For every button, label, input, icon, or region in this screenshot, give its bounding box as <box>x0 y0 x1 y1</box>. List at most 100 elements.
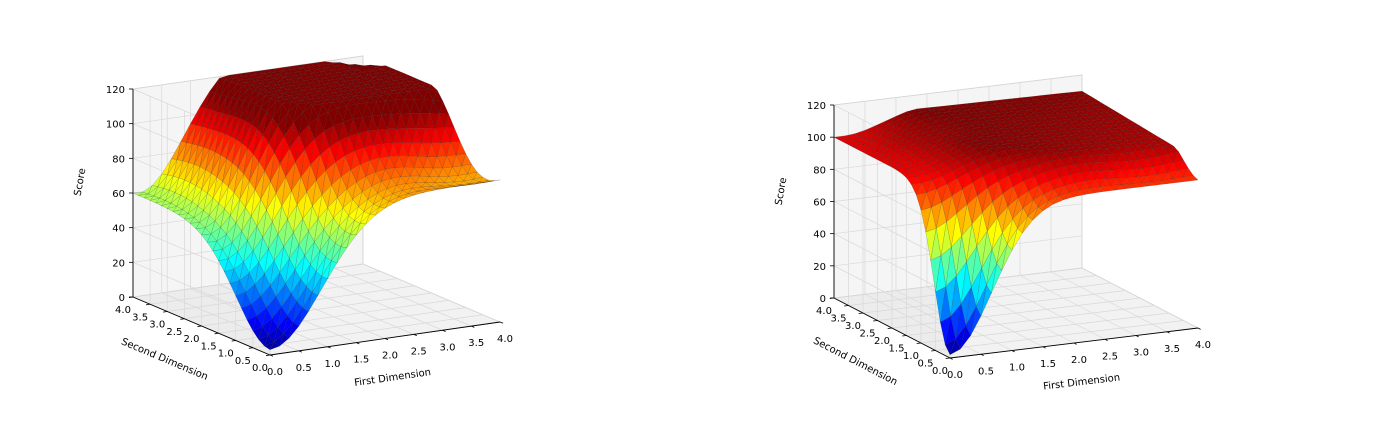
z-tick-label: 120 <box>106 85 125 96</box>
surface-facet <box>1042 200 1054 212</box>
x-tick-label: 1.0 <box>1009 363 1025 374</box>
surface-facet <box>1083 187 1095 195</box>
surface-facet <box>980 284 992 316</box>
y-tick-label: 4.0 <box>816 306 832 317</box>
y-tick <box>214 332 219 335</box>
surface-facet <box>384 201 395 209</box>
y-tick-label: 3.0 <box>845 321 861 332</box>
grid-line <box>833 265 951 327</box>
surface-facet <box>413 191 424 196</box>
grid-line <box>891 297 1141 329</box>
surface-facet <box>1094 186 1106 194</box>
z-tick-label: 0 <box>820 294 826 305</box>
y-tick <box>248 347 253 349</box>
x-tick-label: 3.0 <box>440 342 456 353</box>
z-tick-label: 80 <box>813 165 826 176</box>
x-tick-label: 0.5 <box>978 366 994 377</box>
z-tick-label: 20 <box>112 258 125 269</box>
surface-facet <box>991 263 1002 294</box>
y-tick <box>873 320 878 322</box>
surface-facet <box>298 307 309 327</box>
surface-facet <box>1156 180 1168 186</box>
x-tick-label: 4.0 <box>1195 340 1211 351</box>
y-tick-label: 2.5 <box>166 327 182 338</box>
surface-facet <box>327 260 338 279</box>
y-tick <box>887 327 893 329</box>
surface-facet <box>1001 244 1013 271</box>
surface-facet <box>1125 183 1137 189</box>
x-tick-label: 3.5 <box>468 338 484 349</box>
x-tick <box>442 329 446 332</box>
x-tick-label: 0.5 <box>296 363 312 374</box>
y-tick-label: 3.5 <box>831 314 847 325</box>
surface-facet <box>461 183 472 186</box>
grid-line <box>877 290 1126 321</box>
x-tick-label: 2.0 <box>1071 355 1087 366</box>
y-tick <box>180 318 185 320</box>
surface-facet <box>490 179 501 182</box>
surface-facet <box>1032 206 1044 221</box>
surface-facet <box>970 306 982 336</box>
x-tick-label: 3.0 <box>1133 348 1149 359</box>
surface-facet <box>1135 182 1147 188</box>
x-tick <box>327 346 331 349</box>
surface-facet <box>960 325 971 350</box>
surface-facet <box>375 206 386 216</box>
x-tick <box>471 325 475 328</box>
x-tick <box>1104 338 1108 341</box>
x-tick-label: 2.0 <box>382 351 398 362</box>
z-tick-label: 100 <box>807 133 826 144</box>
surface-facet <box>336 246 347 263</box>
surface-facet <box>1114 184 1126 191</box>
x-tick <box>980 353 984 356</box>
x-tick-label: 2.5 <box>1102 351 1118 362</box>
surface-facet <box>1063 192 1075 200</box>
surface-facet <box>1104 185 1116 192</box>
surface-facet <box>279 333 290 347</box>
y-tick-label: 2.0 <box>874 336 890 347</box>
surface-chart-right: 0.0 0.5 1.0 1.5 2.0 2.5 3.0 3.5 4.00.00.51.01.52… <box>774 74 1211 393</box>
surface-facet <box>269 341 280 351</box>
x-tick-label: 1.5 <box>1040 359 1056 370</box>
z-axis-label: Score <box>774 177 790 207</box>
grid-line <box>201 292 432 327</box>
surface-facet <box>1145 181 1158 187</box>
x-tick <box>1042 346 1046 349</box>
z-tick-label: 40 <box>813 230 826 241</box>
y-tick-label: 1.5 <box>889 344 905 355</box>
x-tick <box>1166 331 1170 334</box>
surface-facet <box>423 189 433 193</box>
y-tick-label: 3.5 <box>132 312 148 323</box>
y-tick-label: 0.0 <box>252 363 268 374</box>
y-tick-label: 1.5 <box>201 341 217 352</box>
surface <box>833 90 1199 356</box>
surface-facet <box>949 338 961 356</box>
y-tick-label: 2.5 <box>860 329 876 340</box>
y-tick <box>265 354 271 356</box>
y-tick <box>945 357 951 359</box>
y-tick <box>163 311 168 313</box>
x-tick <box>356 342 360 345</box>
x-tick <box>1197 327 1201 330</box>
x-tick <box>499 321 504 324</box>
y-tick-label: 2.0 <box>184 334 200 345</box>
y-tick-label: 0.5 <box>918 359 934 370</box>
surface-facet <box>452 185 462 188</box>
x-tick <box>298 350 302 353</box>
surface-plot-left: 0.0 0.5 1.0 1.5 2.0 2.5 3.0 3.5 4.0 0.0 0.5 1.0 1.5 2… <box>73 55 513 389</box>
surface-facet <box>1052 195 1064 205</box>
x-tick-label: 0.0 <box>267 367 283 378</box>
y-tick <box>146 303 151 306</box>
x-tick <box>1073 342 1077 345</box>
surface <box>132 61 501 351</box>
y-tick <box>844 305 849 307</box>
x-tick-label: 4.0 <box>497 334 513 345</box>
x-axis-label: First Dimension <box>354 367 432 389</box>
surface-facet <box>403 193 415 199</box>
z-axis-label: Score <box>73 167 89 197</box>
x-tick <box>269 354 274 357</box>
y-tick-label: 4.0 <box>115 305 131 316</box>
grid-line <box>935 320 1184 351</box>
x-tick <box>384 338 389 341</box>
